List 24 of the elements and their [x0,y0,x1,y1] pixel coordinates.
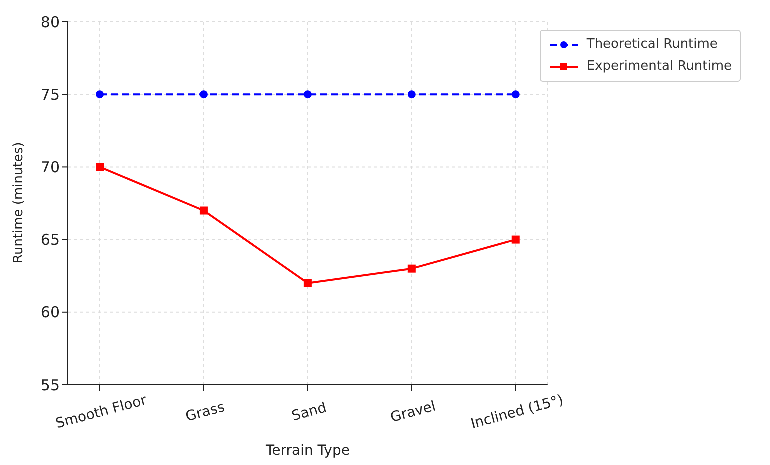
point [512,236,520,244]
point [304,90,312,99]
x-tick-label: Grass [184,400,227,426]
y-tick-label: 60 [40,304,60,322]
point [96,163,104,172]
y-tick-label: 75 [40,86,60,104]
y-tick-label: 65 [40,231,60,250]
point [96,90,104,99]
point [512,90,520,99]
x-tick-label: Smooth Floor [54,392,149,432]
point [200,90,208,99]
point [304,279,312,288]
point [408,264,416,273]
x-tick-label: Sand [290,400,328,425]
legend-label: Experimental Runtime [586,58,732,76]
x-tick-label: Gravel [389,398,438,426]
y-tick-label: 55 [40,376,60,394]
y-axis-title: Runtime (minutes) [12,142,27,264]
point [408,90,416,99]
legend-label: Theoretical Runtime [586,36,719,54]
y-tick-label: 70 [40,158,60,177]
y-tick-label: 80 [40,13,60,32]
point [200,206,208,215]
x-axis-title: Terrain Type [264,442,350,459]
